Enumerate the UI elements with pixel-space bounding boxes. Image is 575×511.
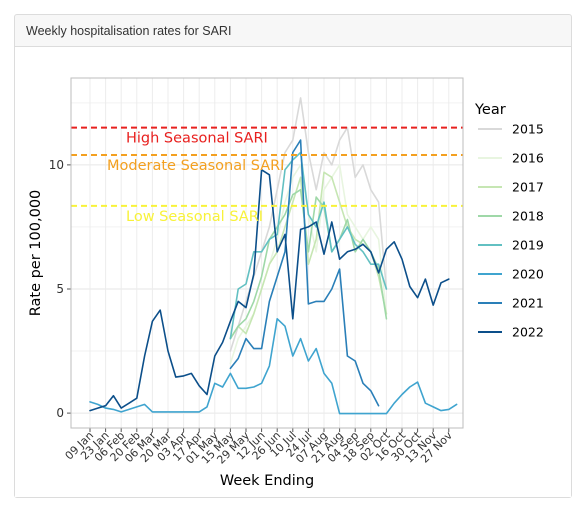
threshold-label: High Seasonal SARI: [126, 131, 268, 147]
y-tick-label: 0: [56, 406, 64, 420]
legend-label-2020: 2020: [512, 267, 544, 282]
legend: 2015 2016 2017 2018 2019 2020 2021 2022: [478, 122, 544, 340]
panel-title: Weekly hospitalisation rates for SARI: [26, 24, 231, 38]
y-tick-label: 5: [56, 282, 64, 296]
y-tick-label: 10: [49, 158, 64, 172]
y-axis-label: Rate per 100,000: [28, 190, 44, 317]
threshold-label: Low Seasonal SARI: [126, 209, 263, 225]
legend-label-2019: 2019: [512, 238, 544, 253]
legend-label-2018: 2018: [512, 209, 544, 224]
legend-label-2021: 2021: [512, 296, 544, 311]
threshold-label: Moderate Seasonal SARI: [107, 158, 284, 174]
panel-body: 0 5 10 09 Jan 23 Jan 06 Feb 20 Feb 06 Mar 20 Ma…: [15, 47, 571, 497]
y-axis-ticks: 0 5 10: [49, 158, 71, 420]
legend-label-2017: 2017: [512, 180, 544, 195]
legend-label-2022: 2022: [512, 325, 544, 340]
x-axis-label: Week Ending: [220, 473, 314, 489]
panel-header: Weekly hospitalisation rates for SARI: [15, 15, 571, 47]
legend-label-2016: 2016: [512, 151, 544, 166]
chart-panel: Weekly hospitalisation rates for SARI 0 5…: [14, 14, 572, 498]
legend-title: Year: [474, 102, 506, 118]
legend-label-2015: 2015: [512, 122, 544, 137]
